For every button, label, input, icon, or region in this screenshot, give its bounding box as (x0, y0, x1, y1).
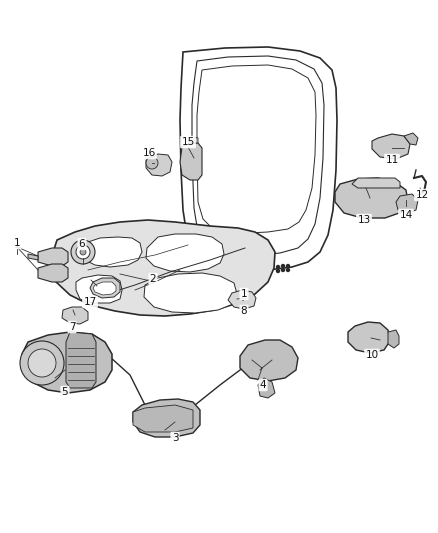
Polygon shape (28, 254, 38, 260)
Text: 7: 7 (69, 322, 75, 332)
Circle shape (286, 264, 290, 268)
Text: 10: 10 (365, 350, 378, 360)
Polygon shape (38, 248, 68, 266)
Text: 8: 8 (241, 306, 247, 316)
Circle shape (71, 240, 95, 264)
Polygon shape (258, 378, 275, 398)
Polygon shape (76, 275, 122, 303)
Polygon shape (146, 234, 224, 272)
Polygon shape (352, 178, 400, 188)
Text: 16: 16 (142, 148, 155, 158)
Circle shape (282, 269, 285, 271)
Polygon shape (404, 133, 418, 145)
Text: 14: 14 (399, 210, 413, 220)
Polygon shape (22, 332, 112, 393)
Circle shape (20, 341, 64, 385)
Polygon shape (66, 332, 96, 388)
Polygon shape (38, 264, 68, 282)
Polygon shape (228, 290, 256, 309)
Text: 1: 1 (241, 289, 247, 299)
Text: 3: 3 (172, 433, 178, 443)
Polygon shape (133, 405, 193, 432)
Circle shape (28, 349, 56, 377)
Polygon shape (188, 137, 198, 143)
Polygon shape (93, 282, 116, 295)
Text: 4: 4 (260, 380, 266, 390)
Text: 6: 6 (79, 239, 85, 249)
Circle shape (276, 270, 279, 272)
Text: 1: 1 (14, 238, 20, 248)
Circle shape (282, 264, 285, 268)
Polygon shape (335, 178, 408, 218)
Polygon shape (62, 307, 88, 324)
Circle shape (286, 269, 290, 271)
Text: 17: 17 (83, 297, 97, 307)
Polygon shape (396, 194, 418, 213)
Text: 12: 12 (415, 190, 429, 200)
Polygon shape (90, 278, 120, 298)
Text: 13: 13 (357, 215, 371, 225)
Polygon shape (144, 273, 237, 313)
Polygon shape (372, 134, 410, 159)
Text: 15: 15 (181, 137, 194, 147)
Circle shape (80, 249, 86, 255)
Polygon shape (133, 399, 200, 437)
Polygon shape (348, 322, 390, 353)
Polygon shape (146, 154, 172, 176)
Polygon shape (180, 143, 202, 180)
Polygon shape (50, 220, 275, 316)
Polygon shape (83, 237, 142, 267)
Polygon shape (388, 330, 399, 348)
Polygon shape (240, 340, 298, 381)
Circle shape (146, 157, 158, 169)
Text: 2: 2 (150, 274, 156, 284)
Circle shape (76, 245, 90, 259)
Circle shape (276, 265, 279, 269)
Text: 5: 5 (62, 387, 68, 397)
Text: 11: 11 (385, 155, 399, 165)
